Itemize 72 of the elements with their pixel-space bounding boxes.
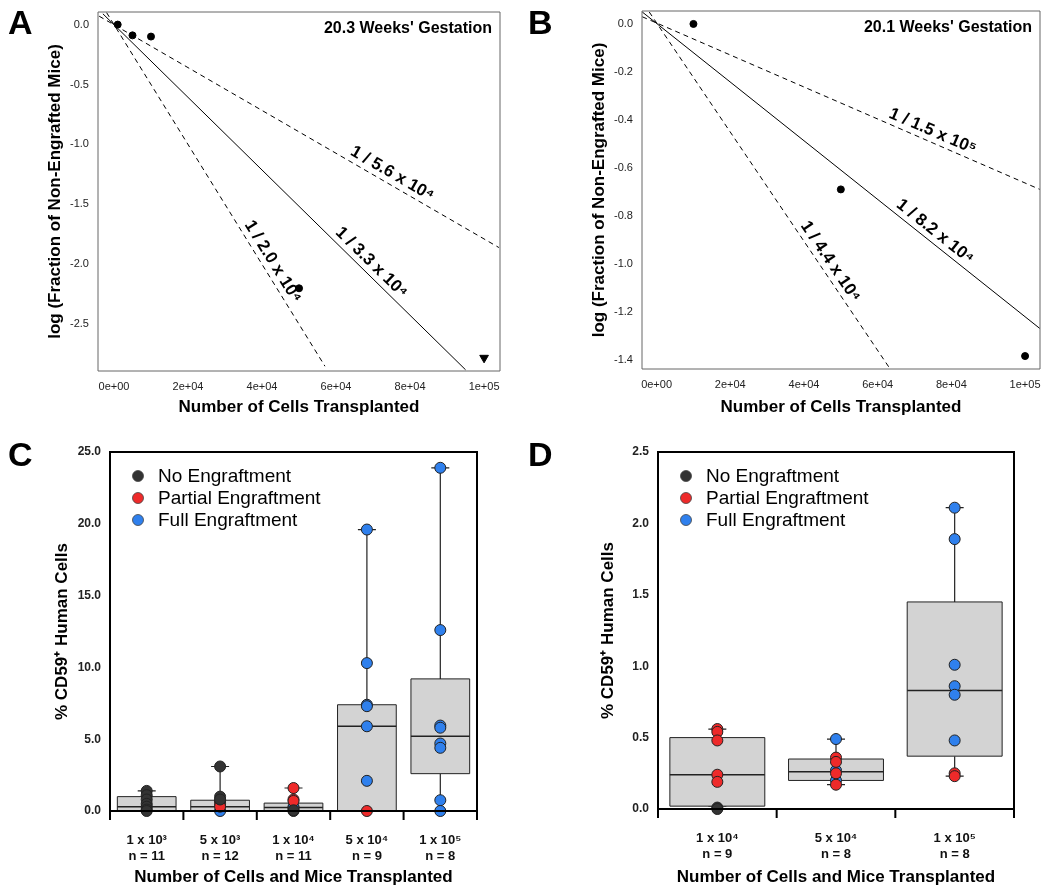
y-tick-label: 0.0 (73, 17, 89, 30)
x-tick-label: 1e+05 (468, 379, 500, 392)
chart-title: 20.1 Weeks' Gestation (863, 18, 1032, 36)
y-tick-label: 20.0 (77, 516, 102, 531)
x-axis-title: Number of Cells Transplanted (178, 397, 420, 417)
x-tick-label: 2e+04 (714, 377, 746, 390)
y-tick-label: -2.5 (70, 317, 89, 330)
x-axis-title: Number of Cells and Mice Transplanted (676, 867, 996, 887)
x-tick-label: 8e+04 (394, 379, 426, 392)
y-tick-label: 1.5 (632, 587, 650, 602)
x-tick-label: 1 x 10³ n = 11 (126, 832, 168, 863)
y-tick-label: 2.5 (632, 444, 650, 459)
text: 1 / 1.5 x 10⁵ (886, 103, 980, 158)
x-tick-label: 1 x 10⁵ n = 8 (933, 830, 976, 861)
y-tick-label: 0.0 (632, 801, 650, 816)
y-tick-label: 15.0 (77, 587, 102, 602)
legend-label: Partial Engraftment (158, 487, 322, 509)
y-tick-label: -0.5 (70, 77, 89, 90)
x-tick-label: 6e+04 (862, 377, 894, 390)
x-axis-title: Number of Cells and Mice Transplanted (134, 867, 453, 887)
text: D (528, 435, 553, 474)
x-tick-label: 5 x 10⁴ n = 8 (814, 830, 858, 861)
y-tick-label: -0.6 (614, 160, 633, 173)
y-tick-label: 5.0 (84, 731, 102, 746)
y-tick-label: -1.0 (70, 137, 89, 150)
text: 1 / 5.6 x 10⁴ (347, 141, 438, 205)
legend-label: Partial Engraftment (706, 487, 870, 509)
text: C (8, 435, 33, 474)
x-tick-label: 1 x 10⁴ n = 11 (272, 832, 315, 863)
y-tick-label: -1.0 (614, 256, 633, 269)
y-tick-label: 25.0 (77, 444, 102, 459)
text: B (528, 3, 553, 42)
y-tick-label: 2.0 (632, 515, 650, 530)
y-axis-title: log (Fraction of Non-Engrafted Mice) (588, 42, 608, 338)
x-tick-label: 5 x 10³ n = 12 (199, 832, 241, 863)
y-tick-label: -0.4 (614, 112, 633, 125)
x-tick-label: 1e+05 (1009, 377, 1041, 390)
legend-label: No Engraftment (158, 465, 292, 487)
y-tick-label: 10.0 (77, 659, 102, 674)
legend-label: Full Engraftment (158, 509, 299, 531)
x-tick-label: 8e+04 (935, 377, 967, 390)
y-tick-label: 1.0 (632, 658, 650, 673)
y-tick-label: -2.0 (70, 257, 89, 270)
text: A (8, 3, 33, 42)
y-axis-title: % CD59⁺ Human Cells (51, 543, 71, 720)
text: 1 / 2.0 x 10⁴ (240, 216, 307, 307)
y-tick-label: -1.5 (70, 197, 89, 210)
x-tick-label: 2e+04 (172, 379, 204, 392)
y-tick-label: 0.0 (84, 803, 102, 818)
x-tick-label: 6e+04 (320, 379, 352, 392)
x-tick-label: 0e+00 (641, 377, 673, 390)
text: 1 / 8.2 x 10⁴ (893, 194, 979, 268)
y-axis-title: % CD59⁺ Human Cells (597, 542, 617, 719)
x-tick-label: 1 x 10⁴ n = 9 (696, 830, 739, 861)
text: 1 / 3.3 x 10⁴ (331, 222, 412, 302)
text: 1 / 4.4 x 10⁴ (797, 217, 866, 306)
chart-title: 20.3 Weeks' Gestation (323, 19, 492, 37)
x-tick-label: 0e+00 (98, 379, 130, 392)
y-tick-label: -0.2 (614, 64, 633, 77)
x-tick-label: 4e+04 (246, 379, 278, 392)
y-axis-title: log (Fraction of Non-Engrafted Mice) (44, 44, 64, 339)
y-tick-label: -1.2 (614, 304, 633, 317)
legend-label: No Engraftment (706, 465, 840, 487)
x-tick-label: 5 x 10⁴ n = 9 (345, 832, 389, 863)
x-tick-label: 4e+04 (788, 377, 820, 390)
x-tick-label: 1 x 10⁵ n = 8 (419, 832, 462, 863)
legend-label: Full Engraftment (706, 509, 847, 531)
y-tick-label: 0.0 (617, 16, 633, 29)
y-tick-label: -0.8 (614, 208, 633, 221)
y-tick-label: 0.5 (632, 729, 650, 744)
y-tick-label: -1.4 (614, 352, 633, 365)
x-axis-title: Number of Cells Transplanted (720, 397, 962, 417)
